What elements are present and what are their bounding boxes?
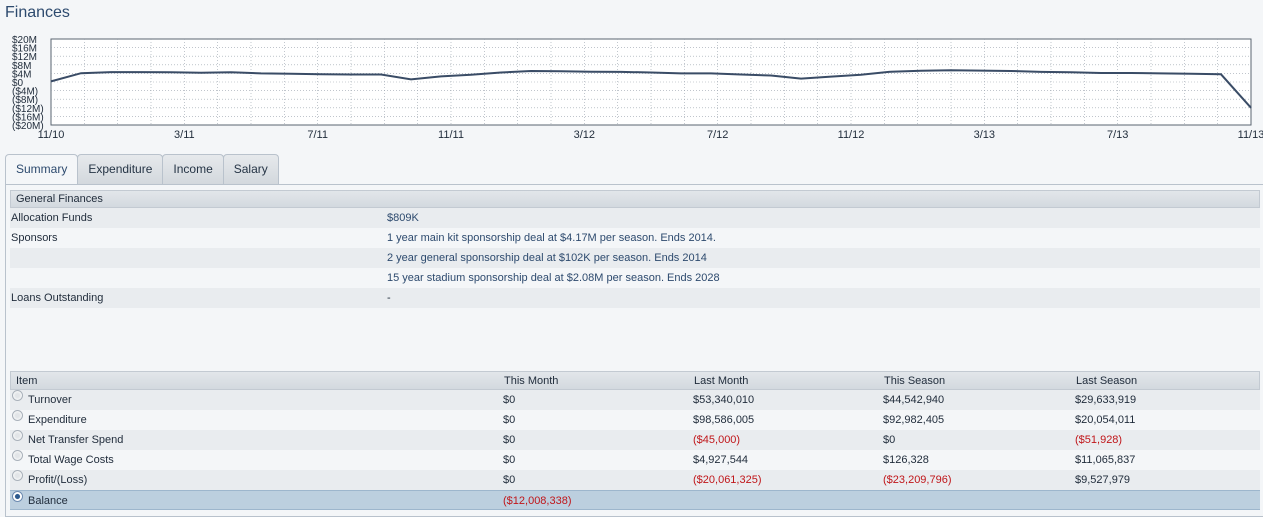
y-tick-label: ($8M): [12, 95, 38, 106]
sponsor-deal: 1 year main kit sponsorship deal at $4.1…: [387, 232, 716, 244]
y-tick-label: ($12M): [12, 104, 44, 115]
cell: $53,340,010: [693, 394, 755, 406]
radio-icon[interactable]: [12, 390, 23, 401]
row-item: Balance: [28, 495, 68, 507]
table-row[interactable]: Profit/(Loss) $0 ($20,061,325) ($23,209,…: [10, 470, 1260, 490]
table-row[interactable]: Total Wage Costs $0 $4,927,544 $126,328 …: [10, 450, 1260, 470]
row-item: Net Transfer Spend: [28, 434, 124, 446]
cell: ($12,008,338): [503, 495, 572, 507]
sponsor-deal: 15 year stadium sponsorship deal at $2.0…: [387, 272, 720, 284]
page-title: Finances: [5, 4, 70, 21]
y-tick-label: ($4M): [12, 87, 38, 98]
y-tick-label: ($16M): [12, 112, 44, 123]
column-header-item[interactable]: Item: [16, 375, 38, 387]
x-tick-label: 3/13: [974, 129, 995, 141]
cell: $98,586,005: [693, 414, 755, 426]
column-header-this-month[interactable]: This Month: [504, 375, 559, 387]
cell: ($51,928): [1075, 434, 1123, 446]
radio-icon[interactable]: [12, 410, 23, 421]
cell: ($20,061,325): [693, 474, 762, 486]
x-tick-label: 11/12: [838, 129, 865, 141]
cell: ($45,000): [693, 434, 741, 446]
cell: $4,927,544: [693, 454, 749, 466]
summary-panel: General Finances Allocation Funds $809K …: [5, 184, 1263, 517]
sponsors-row: 2 year general sponsorship deal at $102K…: [10, 248, 1260, 268]
balance-chart: $20M $16M $12M $8M $4M $0 ($4M) ($8M) ($12M) ($16…: [0, 30, 1263, 142]
row-item: Turnover: [28, 394, 72, 406]
x-tick-label: 3/12: [574, 129, 595, 141]
table-row-selected[interactable]: Balance ($12,008,338): [10, 490, 1260, 510]
cell: $20,054,011: [1075, 414, 1136, 426]
radio-selected-icon[interactable]: [12, 491, 23, 502]
cell: $92,982,405: [883, 414, 945, 426]
cell: $126,328: [883, 454, 929, 466]
tab-bar: Summary Expenditure Income Salary: [5, 154, 279, 185]
loans-value: -: [387, 292, 391, 304]
radio-icon[interactable]: [12, 430, 23, 441]
tab-salary[interactable]: Salary: [222, 154, 279, 184]
sponsors-label: Sponsors: [11, 232, 58, 244]
cell: $0: [503, 474, 516, 486]
y-tick-label: $16M: [12, 44, 37, 55]
radio-icon[interactable]: [12, 450, 23, 461]
x-tick-label: 11/13: [1238, 129, 1263, 141]
table-row[interactable]: Net Transfer Spend $0 ($45,000) $0 ($51,…: [10, 430, 1260, 450]
loans-label: Loans Outstanding: [11, 292, 104, 304]
tab-summary[interactable]: Summary: [5, 154, 79, 185]
allocation-row: Allocation Funds $809K: [10, 208, 1260, 228]
balance-chart-svg: $20M$16M$12M$8M$4M$0($4M)($8M)($12M)($16…: [12, 35, 1263, 141]
x-tick-label: 7/13: [1107, 129, 1128, 141]
cell: $0: [503, 454, 516, 466]
sponsors-row: Sponsors 1 year main kit sponsorship dea…: [10, 228, 1260, 248]
tab-expenditure[interactable]: Expenditure: [77, 154, 164, 184]
y-tick-label: $0: [12, 78, 24, 89]
cell: $0: [883, 434, 896, 446]
sponsors-row: 15 year stadium sponsorship deal at $2.0…: [10, 268, 1260, 288]
cell: $0: [503, 414, 516, 426]
column-header-this-season[interactable]: This Season: [884, 375, 946, 387]
cell: $11,065,837: [1075, 454, 1136, 466]
general-finances-header: General Finances: [10, 190, 1260, 208]
allocation-value: $809K: [387, 212, 419, 224]
y-tick-label: ($20M): [12, 121, 44, 132]
cell: $44,542,940: [883, 394, 945, 406]
x-tick-label: 7/12: [707, 129, 728, 141]
cell: $29,633,919: [1075, 394, 1137, 406]
cell: $0: [503, 434, 516, 446]
finance-table-header: Item This Month Last Month This Season L…: [10, 371, 1260, 390]
x-tick-label: 11/11: [438, 129, 464, 141]
cell: ($23,209,796): [883, 474, 952, 486]
y-tick-label: $8M: [12, 61, 31, 72]
allocation-label: Allocation Funds: [11, 212, 93, 224]
y-tick-label: $12M: [12, 52, 37, 63]
column-header-last-month[interactable]: Last Month: [694, 375, 749, 387]
column-header-last-season[interactable]: Last Season: [1076, 375, 1138, 387]
y-tick-label: $4M: [12, 69, 31, 80]
row-item: Total Wage Costs: [28, 454, 114, 466]
series-line: [50, 69, 1252, 109]
x-tick-label: 11/10: [38, 129, 65, 141]
cell: $9,527,979: [1075, 474, 1131, 486]
y-tick-label: $20M: [12, 35, 37, 46]
row-item: Profit/(Loss): [28, 474, 88, 486]
radio-icon[interactable]: [12, 470, 23, 481]
table-row[interactable]: Expenditure $0 $98,586,005 $92,982,405 $…: [10, 410, 1260, 430]
sponsor-deal: 2 year general sponsorship deal at $102K…: [387, 252, 707, 264]
cell: $0: [503, 394, 516, 406]
row-item: Expenditure: [28, 414, 87, 426]
x-tick-label: 3/11: [174, 129, 195, 141]
tab-income[interactable]: Income: [162, 154, 224, 184]
loans-row: Loans Outstanding -: [10, 288, 1260, 308]
x-tick-label: 7/11: [307, 129, 328, 141]
table-row[interactable]: Turnover $0 $53,340,010 $44,542,940 $29,…: [10, 390, 1260, 410]
